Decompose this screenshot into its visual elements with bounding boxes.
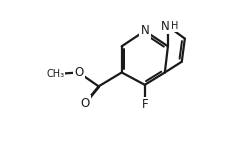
Text: N: N (161, 20, 169, 33)
Text: F: F (142, 98, 148, 111)
Text: O: O (74, 66, 83, 79)
Text: H: H (171, 21, 178, 31)
Text: N: N (140, 24, 149, 37)
Text: O: O (80, 97, 89, 110)
Text: CH₃: CH₃ (46, 69, 65, 79)
